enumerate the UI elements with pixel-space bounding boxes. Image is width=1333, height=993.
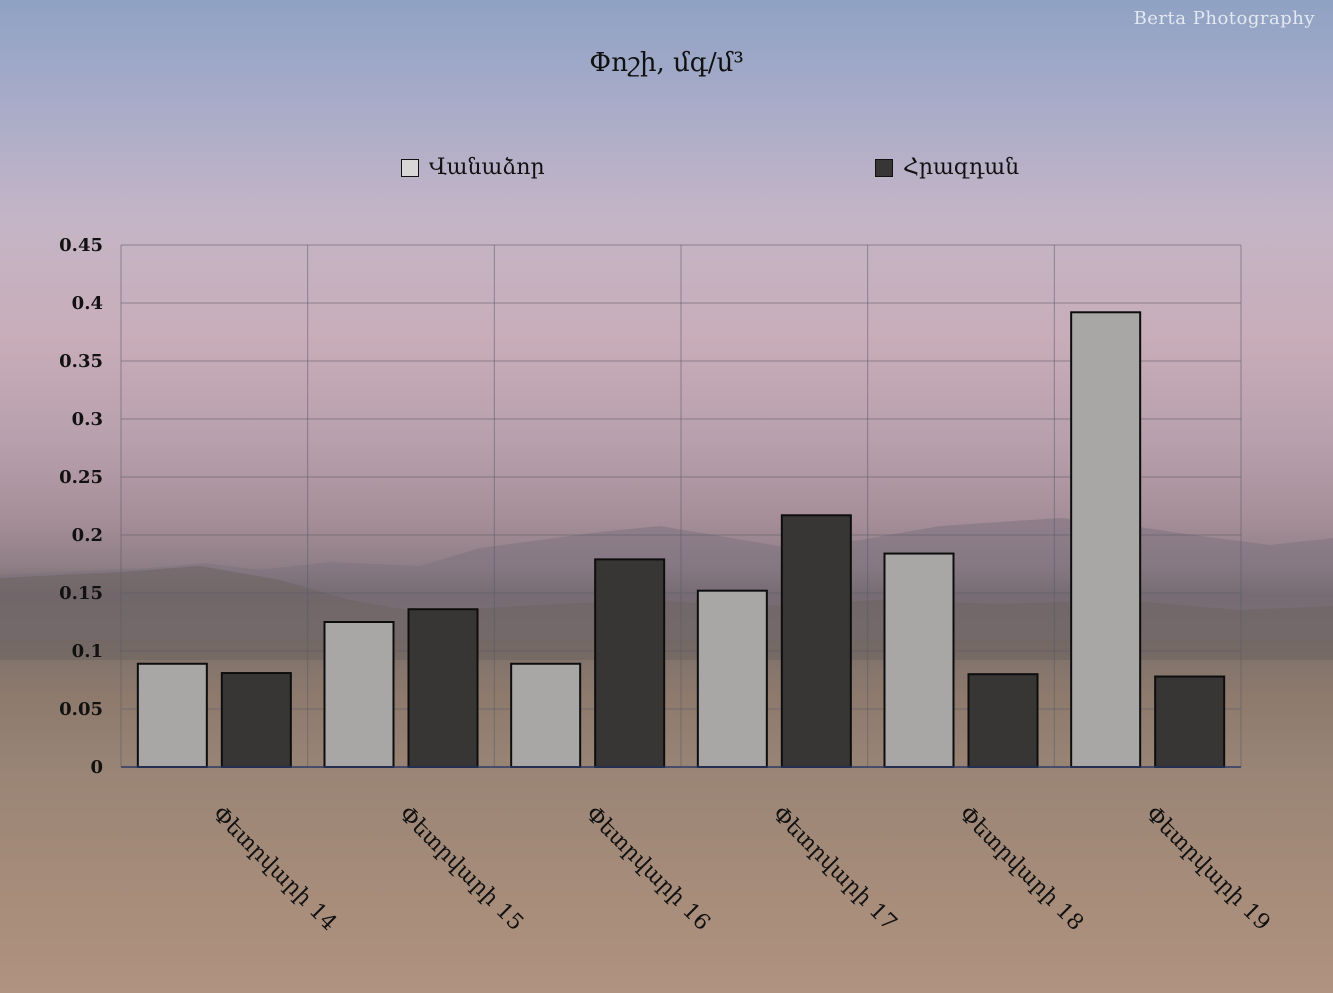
bar-1 [323,621,395,768]
bar-2 [780,514,852,769]
bar-2 [407,608,479,768]
legend-item-series-2: Հրազդան [875,155,1019,180]
y-tick-label: 0.15 [59,583,103,604]
bar-2 [220,672,292,768]
y-tick-label: 0.35 [59,351,103,372]
x-tick-label: Փետրվարի 17 [767,802,901,936]
x-tick-label: Փետրվարի 14 [207,802,341,936]
bar-1 [696,589,768,768]
y-tick-label: 0.2 [72,525,103,546]
bar-1 [136,662,208,769]
bar-2 [594,558,666,768]
x-tick-label: Փետրվարի 15 [394,802,528,936]
y-tick-label: 0.1 [72,641,103,662]
bar-1 [510,662,582,769]
legend-item-series-1: Վանաձոր [401,155,545,180]
y-tick-label: 0.45 [59,235,103,256]
y-tick-label: 0.05 [59,699,103,720]
x-tick-label: Փետրվարի 19 [1140,802,1274,936]
y-tick-label: 0 [90,757,103,778]
y-tick-label: 0.25 [59,467,103,488]
x-tick-label: Փետրվարի 18 [954,802,1088,936]
bar-1 [1070,311,1142,768]
legend-label-series-1: Վանաձոր [429,155,545,180]
x-tick-label: Փետրվարի 16 [580,802,714,936]
legend-swatch-series-2 [875,158,893,177]
y-tick-label: 0.3 [72,409,103,430]
legend-label-series-2: Հրազդան [903,155,1020,180]
bar-2 [1154,675,1226,769]
chart-title: Փոշի, մգ/մ³ [589,48,744,78]
y-tick-label: 0.4 [72,293,103,314]
bar-2 [967,673,1039,769]
bar-1 [883,552,955,768]
legend-swatch-series-1 [401,158,419,177]
watermark-text: Berta Photography [1133,8,1315,29]
